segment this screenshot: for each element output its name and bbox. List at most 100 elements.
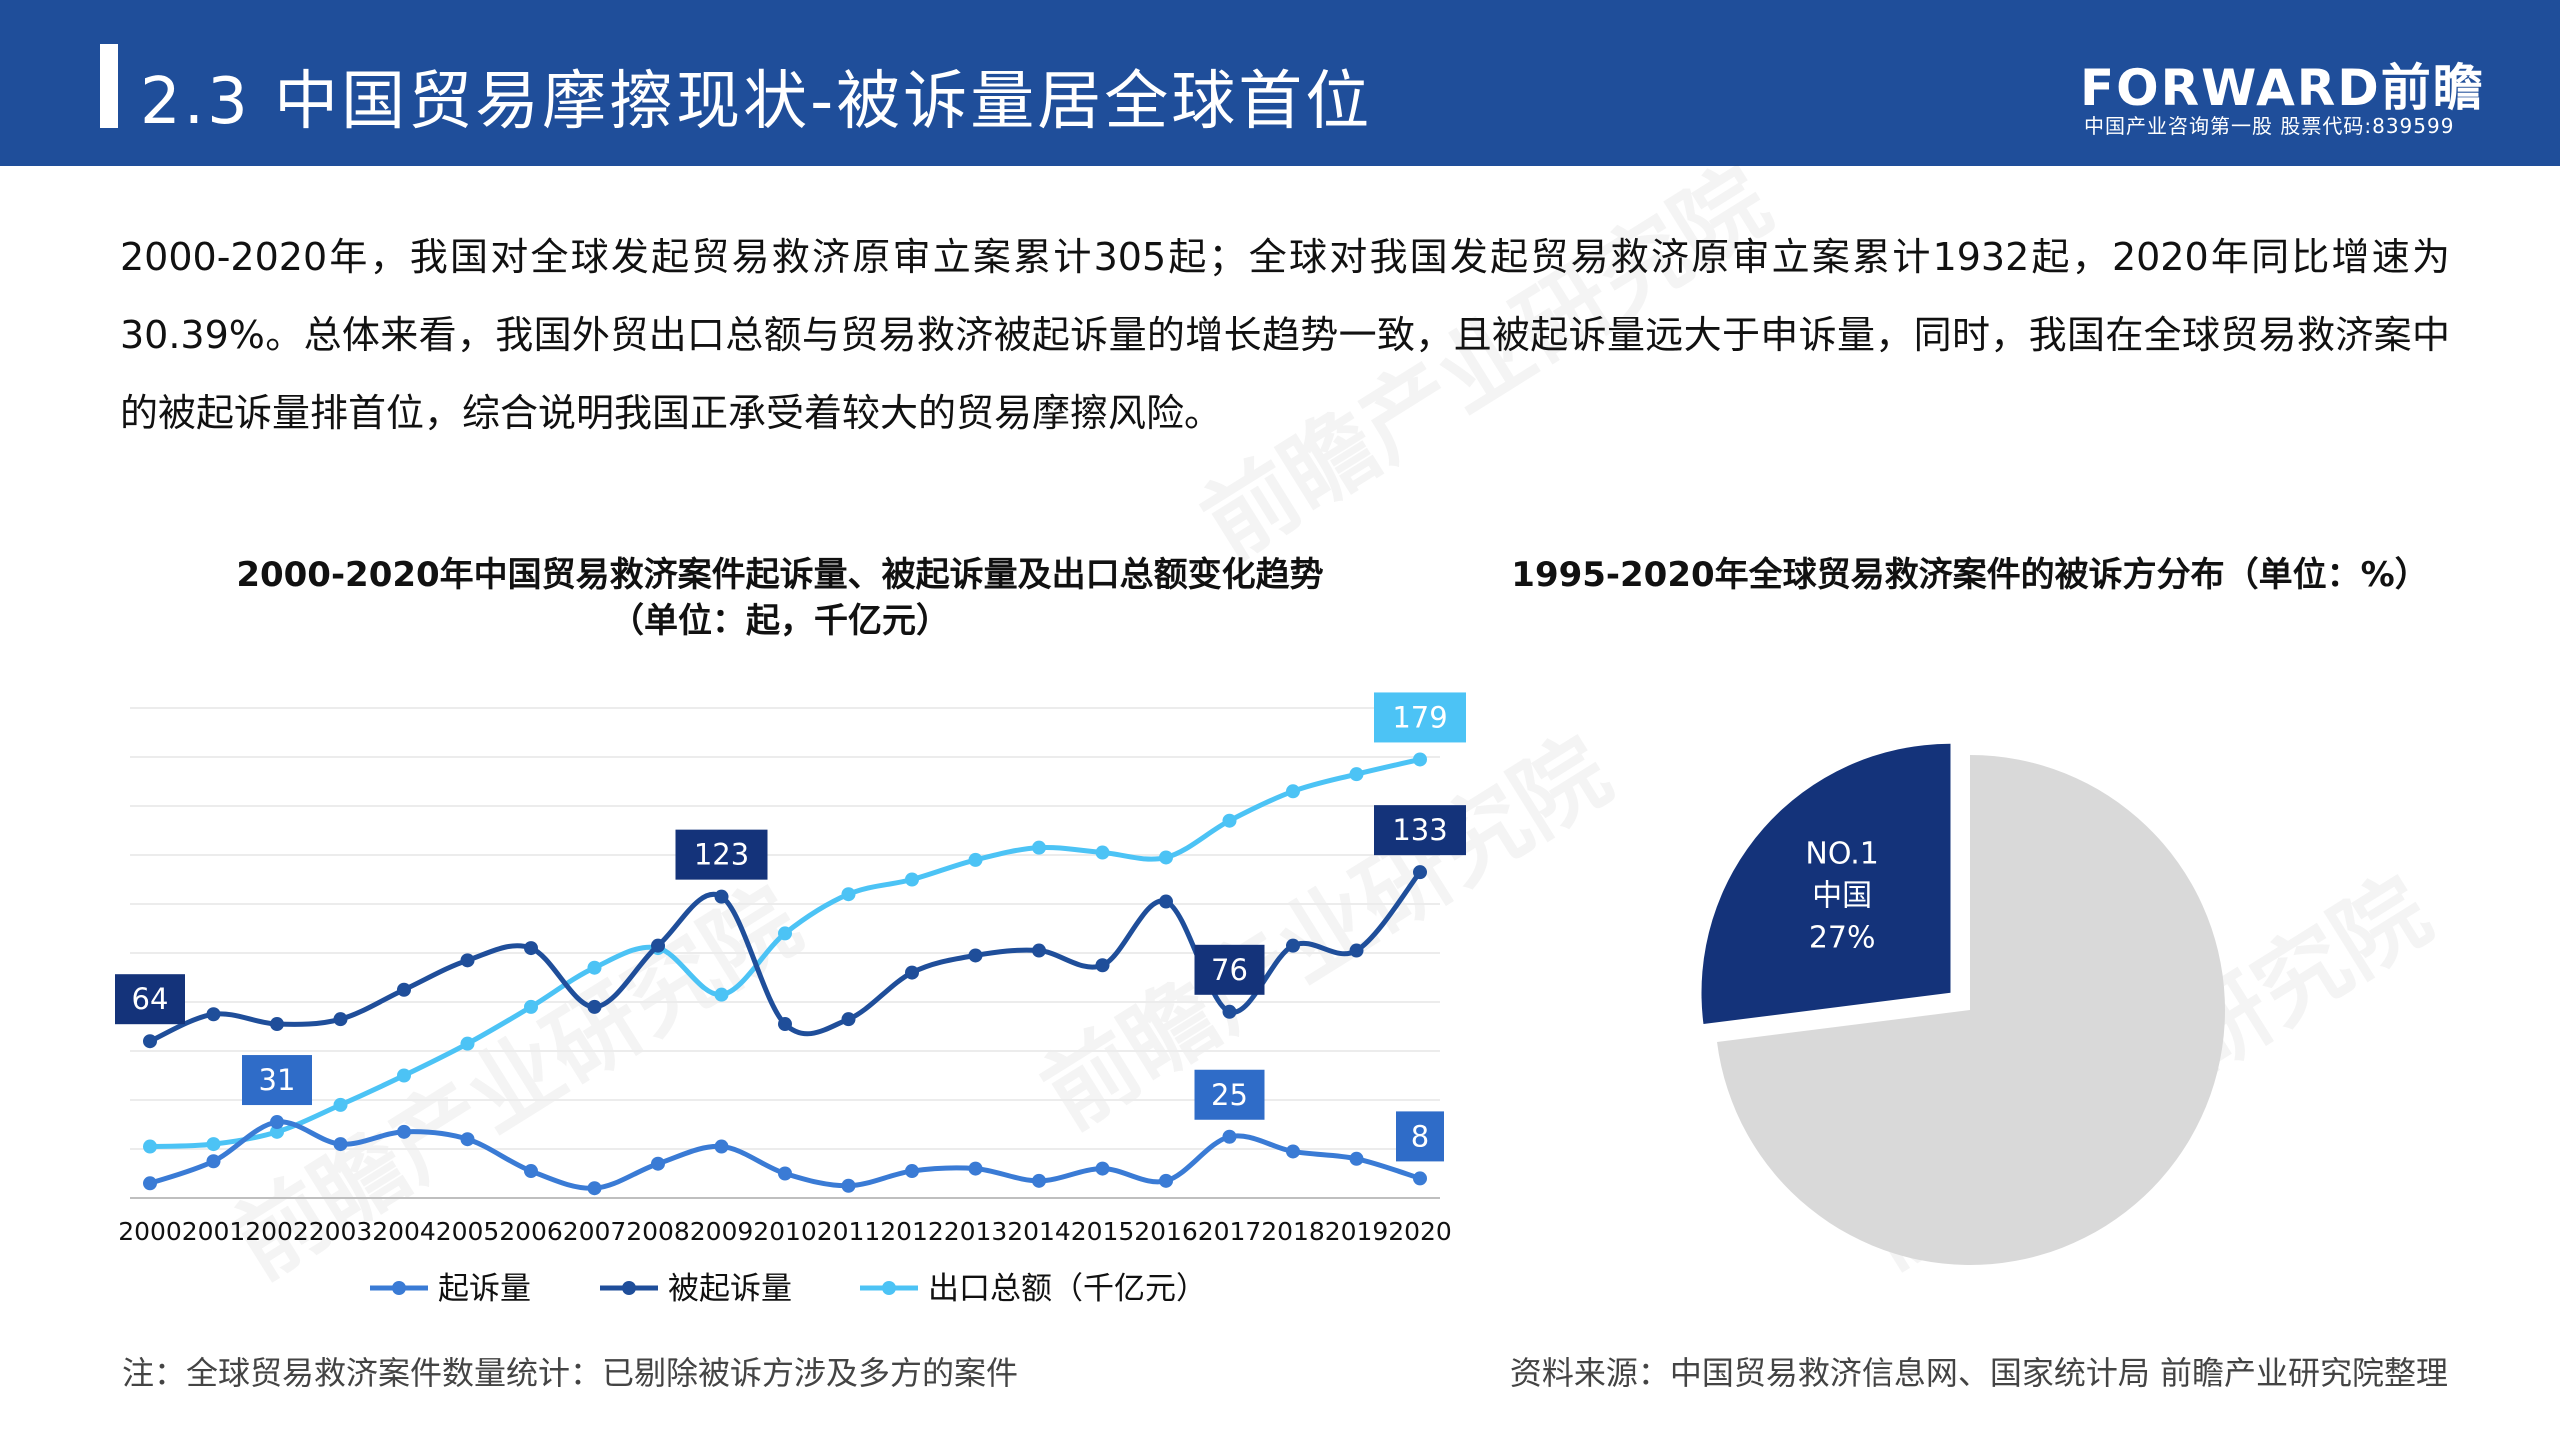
- data-point: [778, 926, 792, 941]
- data-point: [1222, 1129, 1237, 1144]
- legend-marker: [392, 1281, 406, 1295]
- data-label: 133: [1392, 813, 1447, 847]
- header-bar: 2.3 中国贸易摩擦现状-被诉量居全球首位 FORWARD前瞻 中国产业咨询第一…: [0, 0, 2560, 166]
- data-point: [1095, 958, 1110, 973]
- data-point: [905, 965, 919, 980]
- pie-slice-label: NO.1: [1805, 836, 1878, 871]
- x-tick-label: 2014: [1007, 1217, 1071, 1246]
- data-label-box: [1374, 805, 1466, 856]
- pie-slice-china: [1701, 743, 1951, 1025]
- data-point: [714, 1139, 729, 1154]
- x-tick-label: 2013: [944, 1217, 1008, 1246]
- data-point: [460, 1036, 475, 1051]
- data-point: [841, 887, 856, 902]
- data-point: [1032, 943, 1046, 958]
- data-label-box: [1396, 1111, 1444, 1162]
- data-label-box: [1194, 944, 1265, 995]
- data-point: [587, 999, 602, 1014]
- data-point: [1222, 1004, 1237, 1019]
- x-tick-label: 2004: [372, 1217, 436, 1246]
- data-label: 64: [132, 982, 169, 1016]
- x-tick-label: 2011: [817, 1217, 881, 1246]
- data-point: [587, 1181, 602, 1196]
- x-tick-label: 2017: [1198, 1217, 1262, 1246]
- data-point: [968, 948, 983, 963]
- pie-chart-title: 1995-2020年全球贸易救济案件的被诉方分布（单位：%）: [1511, 555, 2429, 595]
- data-label: 25: [1211, 1078, 1248, 1112]
- data-point: [841, 1178, 856, 1193]
- pie-chart: NO.1 中国 27%: [1701, 743, 2225, 1265]
- x-tick-label: 2000: [118, 1217, 182, 1246]
- data-label: 31: [259, 1063, 296, 1097]
- data-point: [1349, 767, 1364, 782]
- legend-marker: [882, 1281, 896, 1295]
- data-label-box: [675, 829, 768, 880]
- data-label-box: [115, 974, 185, 1025]
- x-tick-label: 2019: [1325, 1217, 1389, 1246]
- x-tick-label: 2007: [563, 1217, 627, 1246]
- x-tick-label: 2005: [436, 1217, 500, 1246]
- data-point: [1349, 943, 1364, 958]
- data-point: [460, 953, 475, 968]
- data-point: [270, 1017, 284, 1032]
- x-tick-label: 2015: [1071, 1217, 1135, 1246]
- data-label-box: [1194, 1069, 1265, 1120]
- data-point: [460, 1132, 475, 1147]
- data-point: [968, 852, 983, 867]
- data-point: [270, 1124, 284, 1139]
- data-point: [1286, 1144, 1300, 1159]
- data-point: [1095, 845, 1110, 860]
- data-point: [333, 1097, 348, 1112]
- line-chart-title: 2000-2020年中国贸易救济案件起诉量、被起诉量及出口总额变化趋势 （单位：…: [100, 552, 1460, 644]
- data-label: 179: [1392, 700, 1447, 734]
- data-point: [905, 872, 919, 887]
- data-label: 8: [1411, 1119, 1429, 1153]
- data-point: [524, 1164, 538, 1179]
- data-point: [1286, 784, 1300, 799]
- legend-label: 起诉量: [438, 1271, 531, 1307]
- data-point: [778, 1017, 792, 1032]
- page-title: 2.3 中国贸易摩擦现状-被诉量居全球首位: [140, 65, 1373, 139]
- data-point: [397, 1124, 411, 1139]
- logo-wordmark: FORWARD前瞻: [2080, 59, 2485, 117]
- intro-paragraph: 2000-2020年，我国对全球发起贸易救济原审立案累计305起；全球对我国发起…: [120, 235, 2450, 435]
- data-point: [651, 1156, 665, 1171]
- x-tick-label: 2010: [753, 1217, 817, 1246]
- pie-slice-label: 中国: [1812, 878, 1872, 913]
- header-accent-bar: [100, 44, 118, 128]
- data-point: [1413, 752, 1427, 767]
- legend-label: 被起诉量: [668, 1271, 792, 1307]
- x-tick-label: 2003: [309, 1217, 373, 1246]
- data-point: [524, 999, 538, 1014]
- data-point: [1413, 865, 1427, 880]
- data-point: [1032, 840, 1046, 855]
- data-label: 76: [1211, 953, 1248, 987]
- data-label: 123: [694, 838, 749, 872]
- data-point: [1159, 850, 1173, 865]
- data-point: [270, 1115, 284, 1130]
- data-point: [206, 1137, 221, 1152]
- x-tick-label: 2009: [690, 1217, 754, 1246]
- data-point: [143, 1034, 157, 1049]
- forward-logo: FORWARD前瞻 中国产业咨询第一股 股票代码:839599: [2080, 48, 2483, 138]
- data-label-box: [242, 1055, 312, 1106]
- data-point: [968, 1161, 983, 1176]
- line-chart: 2000 2001 2002 2003 2004 2005 2006 2007 2008 2009…: [115, 692, 1466, 1307]
- data-point: [206, 1007, 221, 1022]
- x-tick-label: 2012: [880, 1217, 944, 1246]
- data-point: [1222, 813, 1237, 828]
- data-point: [1413, 1171, 1427, 1186]
- data-point: [1159, 894, 1173, 909]
- data-point: [397, 982, 411, 997]
- data-point: [1159, 1173, 1173, 1188]
- x-tick-label: 2018: [1261, 1217, 1325, 1246]
- data-point: [206, 1154, 221, 1169]
- x-tick-label: 2008: [626, 1217, 690, 1246]
- x-tick-label: 2002: [245, 1217, 309, 1246]
- data-point: [1032, 1173, 1046, 1188]
- data-point: [1095, 1161, 1110, 1176]
- data-point: [1349, 1151, 1364, 1166]
- line-chart-subtitle: （单位：起，千亿元）: [610, 601, 950, 641]
- line-chart-title-main: 2000-2020年中国贸易救济案件起诉量、被起诉量及出口总额变化趋势: [236, 555, 1324, 595]
- data-point: [524, 941, 538, 956]
